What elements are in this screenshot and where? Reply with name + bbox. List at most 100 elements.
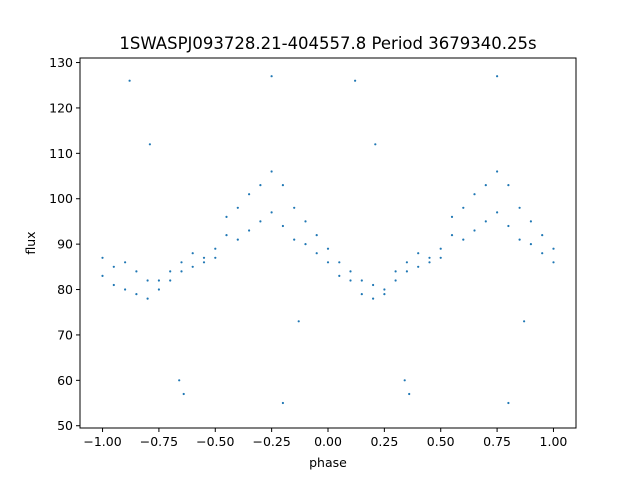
data-point [349,279,352,282]
data-point [180,261,183,264]
data-point [484,184,487,187]
data-point [124,261,127,264]
y-tick-label: 130 [49,55,73,70]
data-point [403,379,406,382]
data-point [259,220,262,223]
data-point [124,288,127,291]
data-point [281,224,284,228]
data-point [248,193,251,196]
data-point [101,274,104,277]
data-point [523,320,526,323]
data-point [496,75,499,78]
data-point [135,270,138,273]
data-point [374,143,377,146]
data-point [157,279,160,282]
data-point [394,270,397,273]
y-tick-label: 90 [57,237,73,252]
data-point [326,247,330,250]
data-point [112,265,115,268]
data-point [507,224,510,228]
y-tick-label: 50 [57,418,73,433]
data-point [496,211,499,214]
x-tick-label: −0.50 [196,434,234,449]
data-point [417,252,420,255]
data-point [484,220,487,223]
data-point [552,261,555,264]
data-point [541,234,544,237]
y-tick-label: 80 [57,282,73,297]
data-point [304,243,307,246]
data-point [408,392,411,396]
data-point [439,247,442,250]
data-point [428,261,431,264]
x-tick-label: −0.25 [252,434,290,449]
data-point [315,234,318,237]
x-tick-label: 1.00 [540,434,568,449]
data-point [473,193,476,196]
data-point [225,215,228,218]
data-point [191,252,194,255]
data-point [178,379,181,382]
data-point [157,288,160,291]
data-point [248,229,251,232]
data-point [293,238,296,241]
data-point [112,283,115,287]
data-point [405,261,408,264]
data-point [326,261,330,264]
y-axis-label: flux [23,231,38,254]
data-point [462,238,465,241]
data-point [270,170,273,173]
data-point [146,279,149,282]
scatter-points [101,75,555,405]
data-point [270,211,273,214]
data-point [529,220,533,223]
data-point [507,401,510,405]
data-point [202,261,206,264]
data-point [214,247,217,250]
x-tick-label: 0.25 [370,434,398,449]
data-point [552,247,555,250]
data-point [354,79,357,82]
data-point [128,79,131,82]
data-point [338,261,341,264]
data-point [191,265,194,268]
y-tick-label: 110 [49,146,73,161]
y-tick-label: 100 [49,191,73,206]
data-point [529,243,533,246]
data-point [462,206,465,209]
plot-area-frame [79,57,577,429]
data-point [450,215,454,218]
x-tick-label: 0.00 [314,434,342,449]
data-point [202,256,206,259]
data-point [541,252,544,255]
data-point [297,320,300,323]
data-point [360,279,363,282]
data-point [135,293,138,296]
data-point [146,297,149,300]
y-tick-label: 60 [57,373,73,388]
data-point [450,234,454,237]
data-point [405,270,408,273]
data-point [473,229,476,232]
data-point [338,274,341,277]
x-tick-label: 0.75 [483,434,511,449]
data-point [315,252,318,255]
data-point [360,293,363,296]
x-axis: −1.00 −0.75 −0.50 −0.25 0.00 0.25 0.50 0.75 1.00 [83,428,567,449]
data-point [383,293,386,296]
data-point [417,265,420,268]
y-tick-label: 120 [49,100,73,115]
data-point [236,206,239,209]
data-point [101,256,104,259]
data-point [281,401,284,405]
data-point [304,220,307,223]
data-point [281,184,284,187]
data-point [225,234,228,237]
data-point [293,206,296,209]
data-point [349,270,352,273]
data-point [507,184,510,187]
data-point [270,75,273,78]
x-tick-label: 0.50 [427,434,455,449]
